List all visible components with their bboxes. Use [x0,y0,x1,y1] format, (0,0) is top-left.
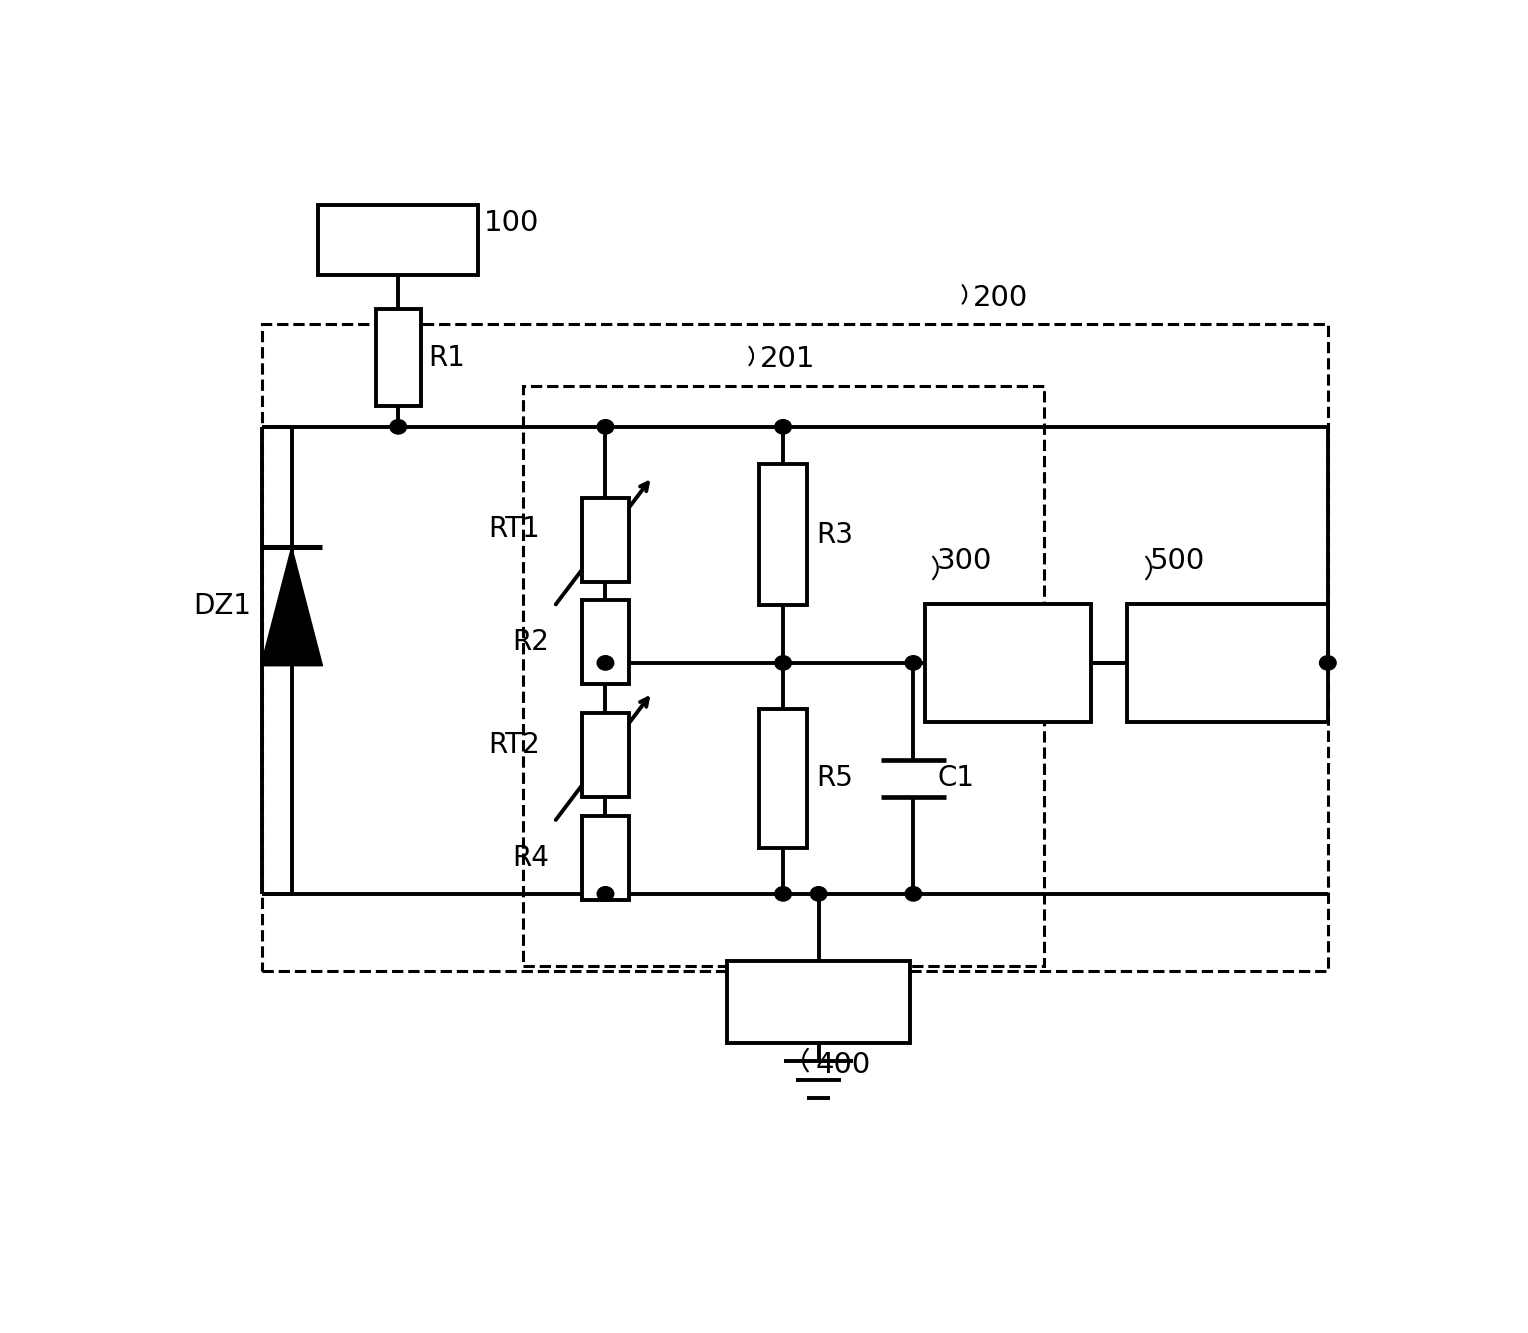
Bar [376,309,420,407]
Text: 号源: 号源 [801,1008,837,1037]
Circle shape [905,886,921,901]
Text: 300: 300 [937,547,992,575]
Text: 荡器: 荡器 [990,670,1027,700]
Circle shape [905,656,921,670]
Text: R4: R4 [512,844,549,872]
Text: R1: R1 [428,344,465,372]
Circle shape [597,886,614,901]
Circle shape [775,420,792,435]
Circle shape [1320,656,1335,670]
Circle shape [597,420,614,435]
Circle shape [390,420,406,435]
Text: 调频信号: 调频信号 [1190,625,1264,655]
Text: 音频信: 音频信 [792,966,847,996]
Text: 400: 400 [816,1050,871,1078]
Circle shape [775,656,792,670]
Text: 发射模块: 发射模块 [1190,670,1264,700]
Text: DZ1: DZ1 [194,592,252,620]
Text: 电源: 电源 [380,225,417,255]
Bar [318,205,478,275]
Bar [582,600,630,684]
Text: 100: 100 [484,208,539,237]
Bar [759,709,807,848]
Text: C1: C1 [937,764,973,792]
Text: 压控振: 压控振 [981,625,1036,655]
Polygon shape [261,547,322,665]
Text: R5: R5 [816,764,853,792]
Text: R3: R3 [816,521,853,549]
Bar [582,816,630,900]
Bar [582,713,630,797]
Bar [759,464,807,605]
Bar [727,961,911,1042]
Text: R2: R2 [512,628,549,656]
Circle shape [775,886,792,901]
Bar [926,604,1091,722]
Text: RT1: RT1 [489,516,541,544]
Bar [1126,604,1328,722]
Text: 200: 200 [972,284,1028,312]
Text: RT2: RT2 [489,730,541,758]
Text: 201: 201 [759,345,814,373]
Circle shape [810,886,827,901]
Circle shape [597,656,614,670]
Text: 500: 500 [1151,547,1206,575]
Bar [582,497,630,581]
